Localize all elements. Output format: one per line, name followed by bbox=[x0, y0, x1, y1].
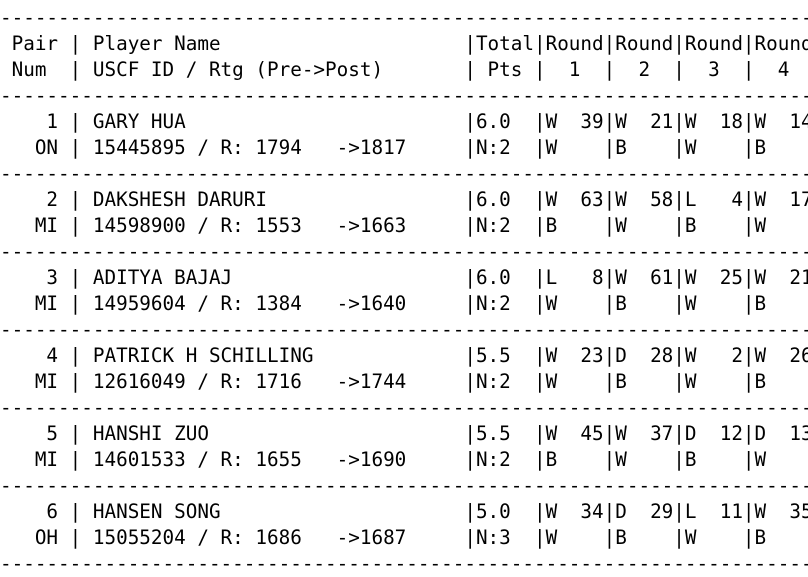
table-line: MI | 14601533 / R: 1655 ->1690 |N:2 |B |… bbox=[34, 448, 767, 471]
separator-line: ----------------------------------------… bbox=[0, 318, 808, 341]
table-line: MI | 12616049 / R: 1716 ->1744 |N:2 |W |… bbox=[34, 370, 767, 393]
table-line: 5 | HANSHI ZUO |5.5 |W 45|W 37|D 12|D 13… bbox=[46, 422, 808, 445]
table-line: Num | USCF ID / Rtg (Pre->Post) | Pts | … bbox=[11, 58, 790, 81]
table-line: 4 | PATRICK H SCHILLING |5.5 |W 23|D 28|… bbox=[46, 344, 808, 367]
table-line: 2 | DAKSHESH DARURI |6.0 |W 63|W 58|L 4|… bbox=[46, 188, 808, 211]
table-line: MI | 14598900 / R: 1553 ->1663 |N:2 |B |… bbox=[34, 214, 767, 237]
table-line: OH | 15055204 / R: 1686 ->1687 |N:3 |W |… bbox=[34, 526, 767, 549]
separator-line: ----------------------------------------… bbox=[0, 240, 808, 263]
separator-line: ----------------------------------------… bbox=[0, 84, 808, 107]
table-line: Pair | Player Name |Total|Round|Round|Ro… bbox=[11, 32, 808, 55]
separator-line: ----------------------------------------… bbox=[0, 162, 808, 185]
tournament-crosstable: ----------------------------------------… bbox=[0, 5, 808, 577]
table-line: 1 | GARY HUA |6.0 |W 39|W 21|W 18|W 14|W… bbox=[46, 110, 808, 133]
separator-line: ----------------------------------------… bbox=[0, 6, 808, 29]
table-line: 6 | HANSEN SONG |5.0 |W 34|D 29|L 11|W 3… bbox=[46, 500, 808, 523]
separator-line: ----------------------------------------… bbox=[0, 396, 808, 419]
table-line: 3 | ADITYA BAJAJ |6.0 |L 8|W 61|W 25|W 2… bbox=[46, 266, 808, 289]
table-line: ON | 15445895 / R: 1794 ->1817 |N:2 |W |… bbox=[34, 136, 767, 159]
separator-line: ----------------------------------------… bbox=[0, 552, 808, 575]
table-line: MI | 14959604 / R: 1384 ->1640 |N:2 |W |… bbox=[34, 292, 767, 315]
separator-line: ----------------------------------------… bbox=[0, 474, 808, 497]
